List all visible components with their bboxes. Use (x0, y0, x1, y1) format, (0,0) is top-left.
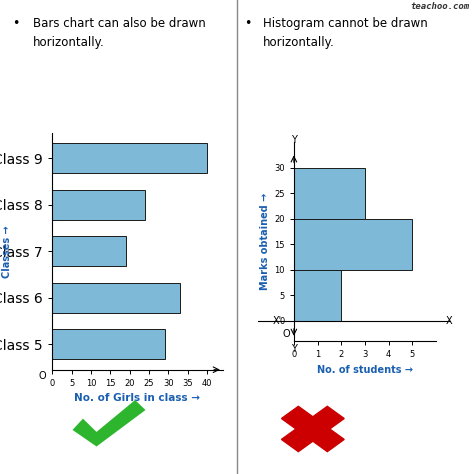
Bar (52, 143, 207, 173)
Text: Classes →: Classes → (2, 225, 12, 278)
Text: Y: Y (291, 344, 297, 354)
Text: teachoo.com: teachoo.com (410, 2, 469, 11)
Text: •: • (12, 17, 19, 29)
Text: horizontally.: horizontally. (263, 36, 335, 48)
Bar (52, 329, 164, 359)
Bar (52, 236, 126, 266)
Text: Histogram cannot be drawn: Histogram cannot be drawn (263, 17, 428, 29)
Text: O: O (283, 328, 291, 338)
Bar (52, 190, 145, 220)
Text: O: O (39, 371, 46, 381)
Text: Y: Y (291, 135, 297, 145)
Polygon shape (282, 406, 344, 452)
X-axis label: No. of students →: No. of students → (317, 365, 413, 375)
Y-axis label: Marks obtained →: Marks obtained → (260, 193, 270, 291)
Text: X': X' (273, 316, 282, 326)
Bar (294, 168, 365, 219)
Text: horizontally.: horizontally. (33, 36, 105, 48)
Text: •: • (244, 17, 252, 29)
X-axis label: No. of Girls in class →: No. of Girls in class → (74, 393, 201, 403)
Text: Bars chart can also be drawn: Bars chart can also be drawn (33, 17, 206, 29)
Polygon shape (282, 406, 344, 452)
Bar (294, 270, 341, 321)
Bar (294, 219, 412, 270)
Polygon shape (73, 400, 146, 447)
Bar (52, 283, 180, 313)
Text: X: X (446, 316, 452, 326)
